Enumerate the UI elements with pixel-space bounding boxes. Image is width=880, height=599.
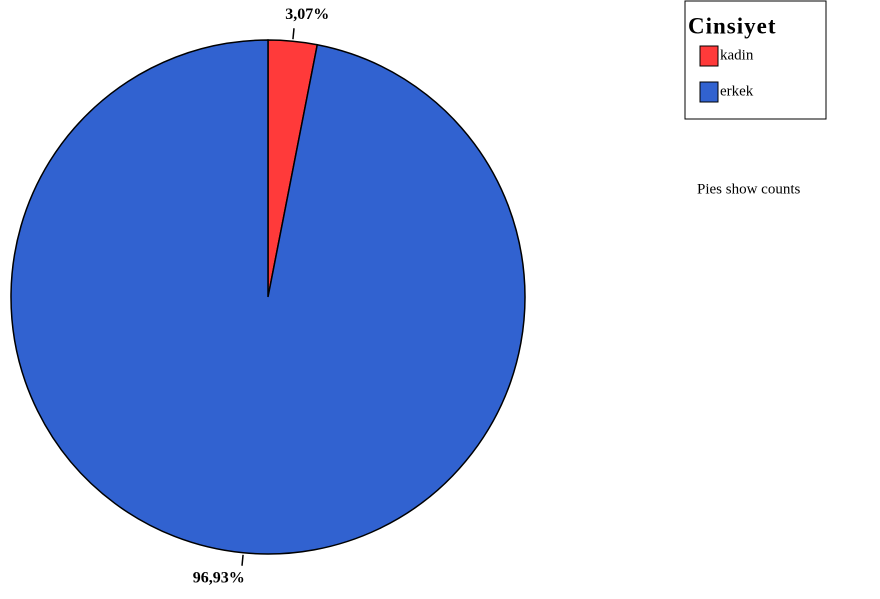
pie-slice <box>10 39 526 555</box>
note: Pies show counts <box>697 181 801 197</box>
legend-label: erkek <box>720 83 754 99</box>
data-label: 3,07% <box>285 6 329 23</box>
leader-line <box>292 28 295 40</box>
data-label: 96,93% <box>193 569 245 586</box>
leader-line <box>241 554 244 566</box>
legend-label: kadin <box>720 47 754 63</box>
legend-swatch <box>699 81 719 103</box>
legend-swatch <box>699 45 719 67</box>
legend-title: Cinsiyet <box>688 13 777 38</box>
